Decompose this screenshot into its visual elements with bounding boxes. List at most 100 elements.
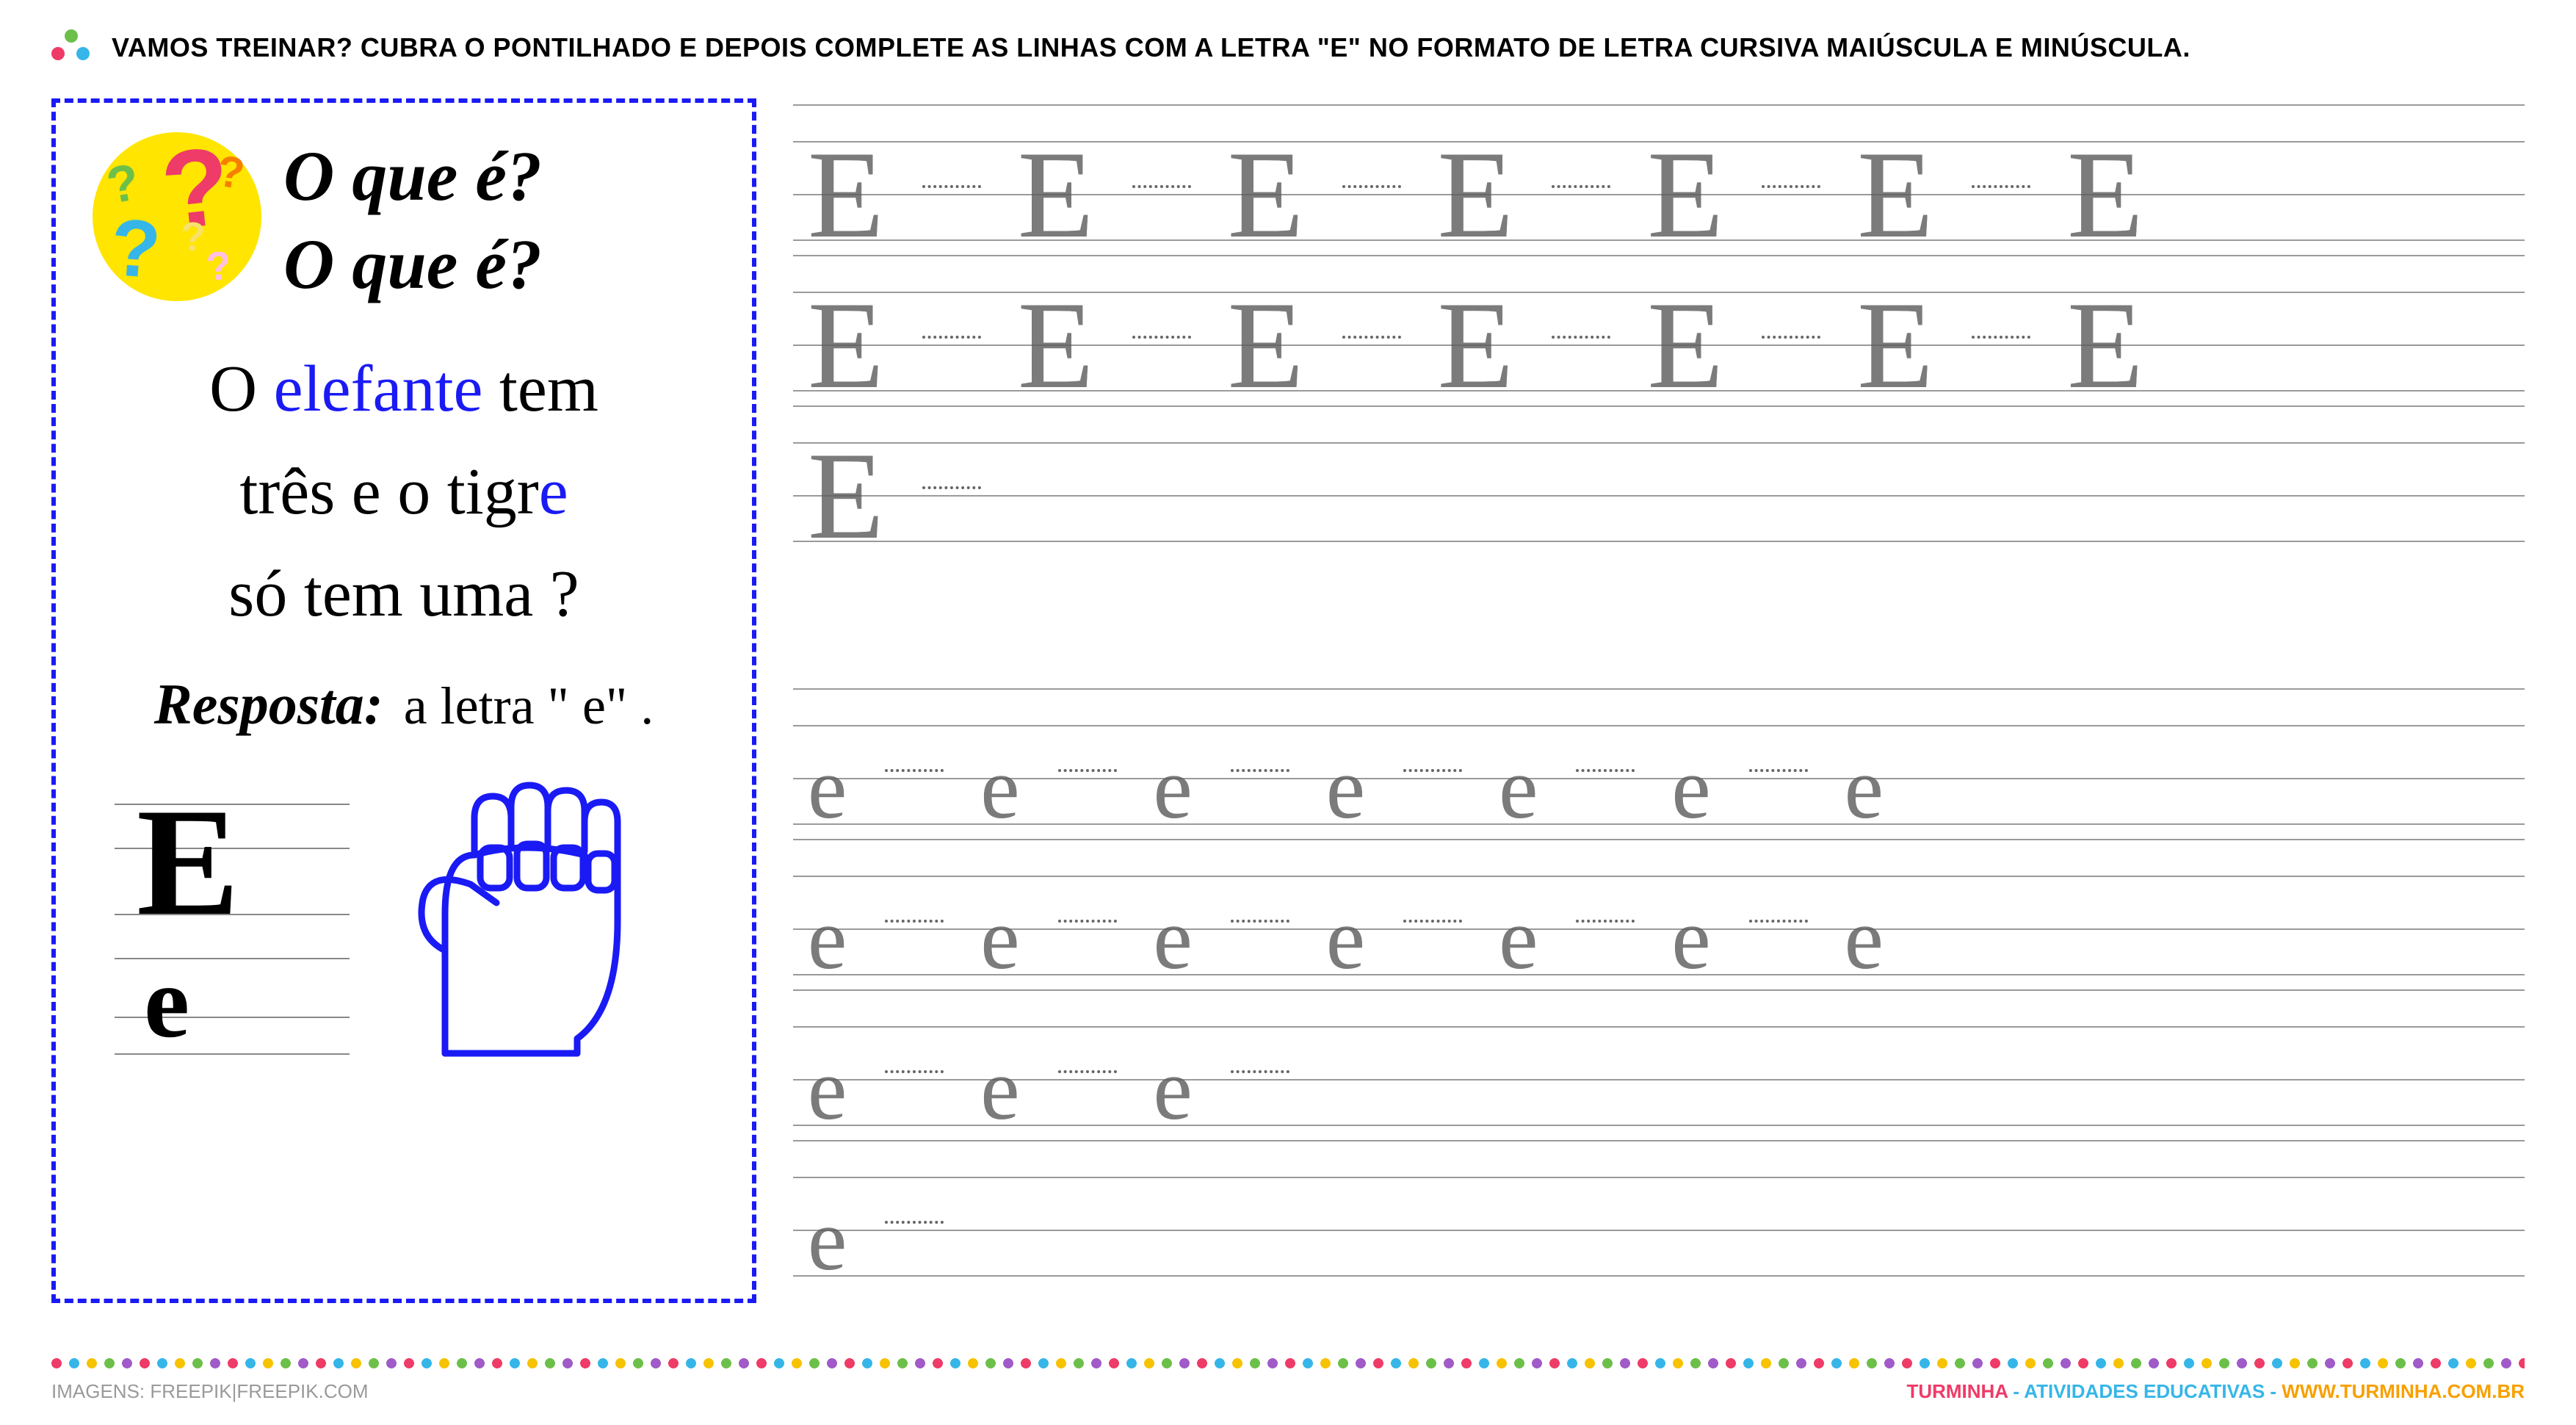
trace-dash (922, 336, 981, 339)
dot-icon (76, 47, 90, 60)
footer: IMAGENS: FREEPIK|FREEPIK.COM TURMINHA - … (51, 1357, 2525, 1403)
riddle-title-line: O que é? (283, 220, 542, 309)
footer-dotline-icon (51, 1357, 2525, 1370)
trace-upper-letter: E (1438, 283, 1516, 408)
writing-row: e (793, 1134, 2525, 1281)
trace-upper-letter: E (1647, 132, 1725, 257)
answer-value: a letra " e" . (404, 676, 654, 737)
trace-lower-letter: e (1499, 895, 1539, 983)
question-badge-icon: ?????? (93, 132, 261, 301)
trace-dash (1762, 185, 1820, 188)
trace-lower-letter: e (1326, 895, 1367, 983)
footer-url: WWW.TURMINHA.COM.BR (2282, 1380, 2525, 1402)
worksheet-page: VAMOS TREINAR? CUBRA O PONTILHADO E DEPO… (0, 0, 2576, 1425)
writing-row: E (793, 400, 2525, 546)
riddle-title-line: O que é? (283, 132, 542, 220)
riddle-body: O elefante tem três e o tigre só tem uma… (93, 338, 715, 646)
trace-lower-letter: e (1845, 744, 1885, 832)
trace-dash (1972, 336, 2030, 339)
writing-row: eeeeeee (793, 682, 2525, 829)
trace-lower-letter: e (980, 744, 1021, 832)
trace-upper-letter: E (1857, 132, 1935, 257)
practice-area: EEEEEEEEEEEEEEEeeeeeeeeeeeeeeeeee (793, 98, 2525, 1303)
trace-upper-letter: E (1228, 132, 1306, 257)
writing-row: eeeeeee (793, 833, 2525, 980)
trace-dash (1576, 920, 1635, 923)
trace-dash (1552, 336, 1610, 339)
trace-lower-letter: e (980, 1045, 1021, 1133)
riddle-box: ?????? O que é? O que é? O elefante tem … (51, 98, 756, 1303)
trace-dash (1058, 769, 1117, 772)
trace-dash (1576, 769, 1635, 772)
question-mark-icon: ? (102, 152, 143, 215)
writing-row: EEEEEEE (793, 98, 2525, 245)
riddle-line: três e o tigre (93, 441, 715, 544)
riddle-text: três e o tigr (239, 455, 538, 528)
letter-samples: E e (93, 767, 715, 1061)
trace-dash (1132, 185, 1191, 188)
trace-upper-letter: E (808, 433, 886, 558)
trace-upper-letter: E (2067, 283, 2145, 408)
trace-lower-letter: e (1671, 895, 1712, 983)
footer-brand: TURMINHA (1906, 1380, 2008, 1402)
trace-upper-letter: E (808, 132, 886, 257)
trace-lower-letter: e (1845, 895, 1885, 983)
sample-lower-letter: e (144, 943, 189, 1061)
trace-lower-letter: e (808, 1196, 848, 1284)
trace-dash (1132, 336, 1191, 339)
trace-lower-letter: e (808, 1045, 848, 1133)
trace-dash (922, 486, 981, 489)
instruction-text: VAMOS TREINAR? CUBRA O PONTILHADO E DEPO… (112, 32, 2190, 63)
trace-lower-letter: e (1154, 744, 1194, 832)
glyph-row: EEEEEEE (808, 249, 2510, 396)
footer-credits: IMAGENS: FREEPIK|FREEPIK.COM (51, 1380, 369, 1403)
trace-dash (1403, 920, 1462, 923)
riddle-text: tem (482, 353, 598, 425)
riddle-line: O elefante tem (93, 338, 715, 441)
riddle-title: O que é? O que é? (283, 132, 542, 309)
trace-upper-letter: E (1228, 283, 1306, 408)
trace-dash (1231, 1070, 1289, 1073)
trace-lower-letter: e (808, 895, 848, 983)
trace-dash (1231, 920, 1289, 923)
glyph-row: e (808, 1134, 2510, 1281)
trace-lower-letter: e (1154, 895, 1194, 983)
glyph-row: E (808, 400, 2510, 546)
riddle-highlight: elefante (274, 353, 483, 425)
trace-lower-letter: e (1499, 744, 1539, 832)
question-mark-icon: ? (204, 242, 233, 291)
trace-upper-letter: E (1018, 283, 1096, 408)
trace-upper-letter: E (1857, 283, 1935, 408)
question-mark-icon: ? (108, 201, 164, 297)
glyph-row: eeeeeee (808, 682, 2510, 829)
trace-lower-letter: e (1326, 744, 1367, 832)
footer-brand-block: TURMINHA - ATIVIDADES EDUCATIVAS - WWW.T… (1906, 1380, 2525, 1403)
trace-upper-letter: E (2067, 132, 2145, 257)
answer-row: Resposta: a letra " e" . (93, 671, 715, 737)
trace-upper-letter: E (808, 283, 886, 408)
riddle-text: O (209, 353, 274, 425)
trace-lower-letter: e (1154, 1045, 1194, 1133)
trace-dash (1342, 185, 1401, 188)
glyph-row: EEEEEEE (808, 98, 2510, 245)
trace-dash (1972, 185, 2030, 188)
main-area: ?????? O que é? O que é? O elefante tem … (51, 98, 2525, 1303)
trace-dash (1058, 1070, 1117, 1073)
writing-row: EEEEEEE (793, 249, 2525, 396)
glyph-row: eee (808, 984, 2510, 1130)
trace-upper-letter: E (1647, 283, 1725, 408)
trace-dash (1749, 769, 1808, 772)
trace-dash (1403, 769, 1462, 772)
riddle-highlight: e (539, 455, 568, 528)
row-gap (793, 550, 2525, 682)
trace-upper-letter: E (1438, 132, 1516, 257)
trace-lower-letter: e (980, 895, 1021, 983)
trace-upper-letter: E (1018, 132, 1096, 257)
trace-dash (1058, 920, 1117, 923)
trace-dash (885, 1221, 944, 1224)
trace-dash (1552, 185, 1610, 188)
riddle-header: ?????? O que é? O que é? (93, 132, 715, 309)
trace-dash (1762, 336, 1820, 339)
letter-sample-panel: E e (115, 796, 350, 1061)
header: VAMOS TREINAR? CUBRA O PONTILHADO E DEPO… (51, 29, 2525, 66)
